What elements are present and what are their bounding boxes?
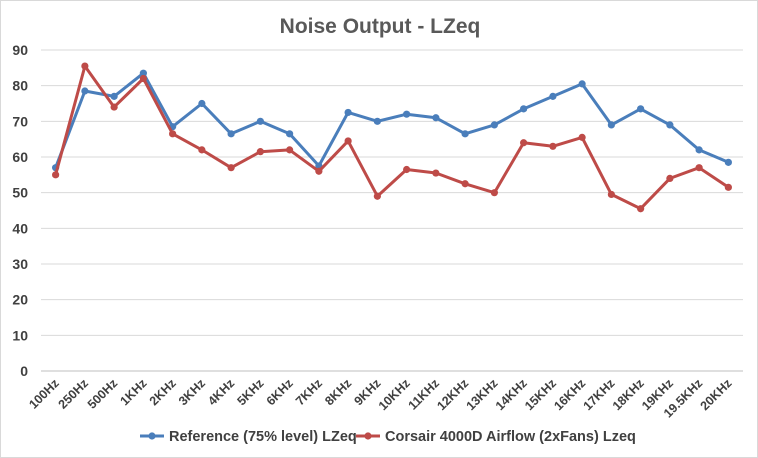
data-point bbox=[344, 108, 352, 117]
data-point bbox=[52, 171, 60, 179]
x-tick-label: 17KHz bbox=[581, 376, 618, 413]
data-point bbox=[637, 105, 645, 113]
data-point bbox=[198, 146, 206, 154]
legend-label: Reference (75% level) LZeq bbox=[169, 429, 357, 445]
x-tick-label: 100Hz bbox=[26, 376, 61, 411]
data-point bbox=[724, 158, 732, 166]
x-tick-label: 18KHz bbox=[610, 376, 647, 413]
data-point bbox=[344, 137, 352, 145]
data-point bbox=[520, 139, 528, 147]
y-tick-label: 0 bbox=[20, 363, 28, 379]
data-point bbox=[110, 92, 118, 100]
data-point bbox=[549, 142, 557, 150]
series-line bbox=[54, 64, 730, 211]
series-1 bbox=[52, 62, 732, 213]
series-line bbox=[54, 71, 730, 170]
data-point bbox=[198, 99, 206, 108]
data-point bbox=[666, 174, 674, 182]
data-point bbox=[286, 130, 294, 138]
x-tick-label: 5KHz bbox=[234, 376, 266, 408]
data-point bbox=[110, 103, 118, 111]
data-point bbox=[227, 130, 235, 138]
y-tick-label: 80 bbox=[12, 78, 28, 94]
legend-item-0: Reference (75% level) LZeq bbox=[140, 429, 357, 445]
x-tick-label: 3KHz bbox=[176, 376, 208, 408]
chart-title: Noise Output - LZeq bbox=[280, 15, 481, 38]
x-tick-label: 1KHz bbox=[117, 376, 149, 408]
y-tick-label: 20 bbox=[12, 292, 28, 308]
data-point bbox=[666, 121, 674, 129]
y-tick-label: 90 bbox=[12, 42, 28, 58]
y-tick-label: 60 bbox=[12, 149, 28, 165]
series-0 bbox=[52, 69, 732, 172]
data-point bbox=[461, 180, 469, 188]
data-point bbox=[520, 105, 528, 113]
x-tick-label: 20KHz bbox=[698, 376, 735, 413]
data-point bbox=[637, 205, 645, 213]
data-point bbox=[432, 169, 440, 177]
legend-item-1: Corsair 4000D Airflow (2xFans) Lzeq bbox=[356, 429, 636, 445]
data-point bbox=[578, 80, 586, 88]
data-point bbox=[724, 183, 732, 191]
x-tick-label: 11KHz bbox=[406, 376, 442, 412]
x-tick-label: 16KHz bbox=[551, 376, 588, 413]
data-point bbox=[403, 165, 411, 174]
data-point bbox=[695, 164, 703, 172]
x-tick-label: 2KHz bbox=[147, 376, 179, 408]
data-point bbox=[139, 74, 147, 83]
gridlines bbox=[41, 49, 743, 372]
y-tick-label: 50 bbox=[12, 185, 28, 201]
x-tick-label: 8KHz bbox=[322, 376, 354, 408]
legend-marker-icon bbox=[148, 432, 156, 440]
x-tick-label: 15KHz bbox=[522, 376, 559, 413]
data-point bbox=[461, 130, 469, 138]
x-tick-label: 6KHz bbox=[264, 376, 296, 408]
y-axis-ticks: 0 10 20 30 40 50 60 70 80 90 bbox=[12, 42, 28, 379]
x-tick-label: 500Hz bbox=[85, 376, 120, 411]
data-point bbox=[490, 189, 498, 197]
data-point bbox=[607, 121, 615, 129]
y-tick-label: 40 bbox=[12, 220, 28, 236]
x-tick-label: 10KHz bbox=[376, 376, 413, 413]
x-tick-label: 14KHz bbox=[493, 376, 530, 413]
legend-marker-icon bbox=[364, 432, 372, 440]
y-tick-label: 10 bbox=[12, 327, 28, 343]
x-tick-label: 7KHz bbox=[293, 376, 325, 408]
y-tick-label: 30 bbox=[12, 256, 28, 272]
data-point bbox=[81, 62, 89, 70]
data-point bbox=[256, 148, 264, 156]
legend: Reference (75% level) LZeq Corsair 4000D … bbox=[140, 429, 636, 445]
data-point bbox=[139, 69, 147, 77]
data-point bbox=[549, 92, 557, 100]
data-point bbox=[695, 146, 703, 154]
data-point bbox=[227, 164, 235, 172]
data-point bbox=[315, 167, 323, 175]
data-point bbox=[403, 110, 411, 118]
y-tick-label: 70 bbox=[12, 113, 28, 129]
data-point bbox=[256, 117, 264, 125]
data-point bbox=[286, 146, 294, 154]
x-tick-label: 13KHz bbox=[464, 376, 501, 413]
x-tick-label: 12KHz bbox=[434, 376, 471, 413]
data-point bbox=[490, 121, 498, 129]
data-point bbox=[578, 133, 586, 141]
data-point bbox=[373, 117, 381, 125]
data-point bbox=[607, 190, 615, 199]
x-axis-ticks: 100Hz250Hz500Hz1KHz2KHz3KHz4KHz5KHz6KHz7… bbox=[26, 376, 734, 420]
x-tick-label: 4KHz bbox=[205, 376, 237, 408]
data-point bbox=[169, 130, 177, 138]
legend-label: Corsair 4000D Airflow (2xFans) Lzeq bbox=[385, 429, 636, 445]
series-layer bbox=[52, 62, 732, 213]
data-point bbox=[432, 114, 440, 122]
data-point bbox=[373, 192, 381, 200]
data-point bbox=[81, 87, 89, 95]
x-tick-label: 250Hz bbox=[56, 376, 91, 411]
